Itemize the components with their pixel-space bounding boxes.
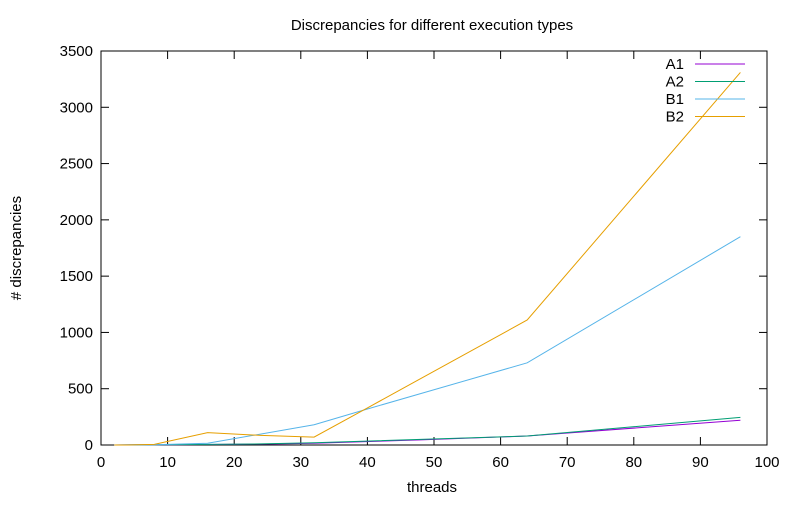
x-axis-label: threads	[407, 479, 457, 496]
x-tick-label: 80	[625, 454, 642, 471]
legend-label-a1: A1	[666, 56, 684, 73]
x-tick-label: 30	[292, 454, 309, 471]
x-tick-label: 10	[159, 454, 176, 471]
x-tick-label: 20	[226, 454, 243, 471]
y-tick-label: 3000	[60, 99, 93, 116]
series-line-b1	[114, 236, 741, 446]
legend-label-b2: B2	[666, 109, 684, 126]
x-tick-label: 60	[492, 454, 509, 471]
x-tick-label: 40	[359, 454, 376, 471]
y-axis: 0 500 1000 1500 2000 2500 3000 3500	[60, 43, 767, 454]
series-line-a2	[114, 416, 741, 446]
x-tick-label: 90	[692, 454, 709, 471]
y-tick-label: 0	[85, 437, 93, 454]
series-line-b2	[114, 72, 741, 446]
y-tick-label: 3500	[60, 43, 93, 60]
series-layer	[114, 72, 741, 446]
x-tick-label: 50	[426, 454, 443, 471]
y-axis-label: # discrepancies	[8, 196, 25, 300]
y-tick-label: 500	[68, 381, 93, 398]
x-tick-label: 70	[559, 454, 576, 471]
y-tick-label: 2000	[60, 212, 93, 229]
chart-title: Discrepancies for different execution ty…	[291, 17, 573, 34]
x-tick-label: 0	[97, 454, 105, 471]
legend-label-b1: B1	[666, 91, 684, 108]
y-tick-label: 2500	[60, 156, 93, 173]
legend-label-a2: A2	[666, 74, 684, 91]
x-axis: 0 10 20 30 40 50 60 70 80 90 100	[97, 51, 780, 471]
y-tick-label: 1500	[60, 268, 93, 285]
y-tick-label: 1000	[60, 324, 93, 341]
x-tick-label: 100	[754, 454, 779, 471]
